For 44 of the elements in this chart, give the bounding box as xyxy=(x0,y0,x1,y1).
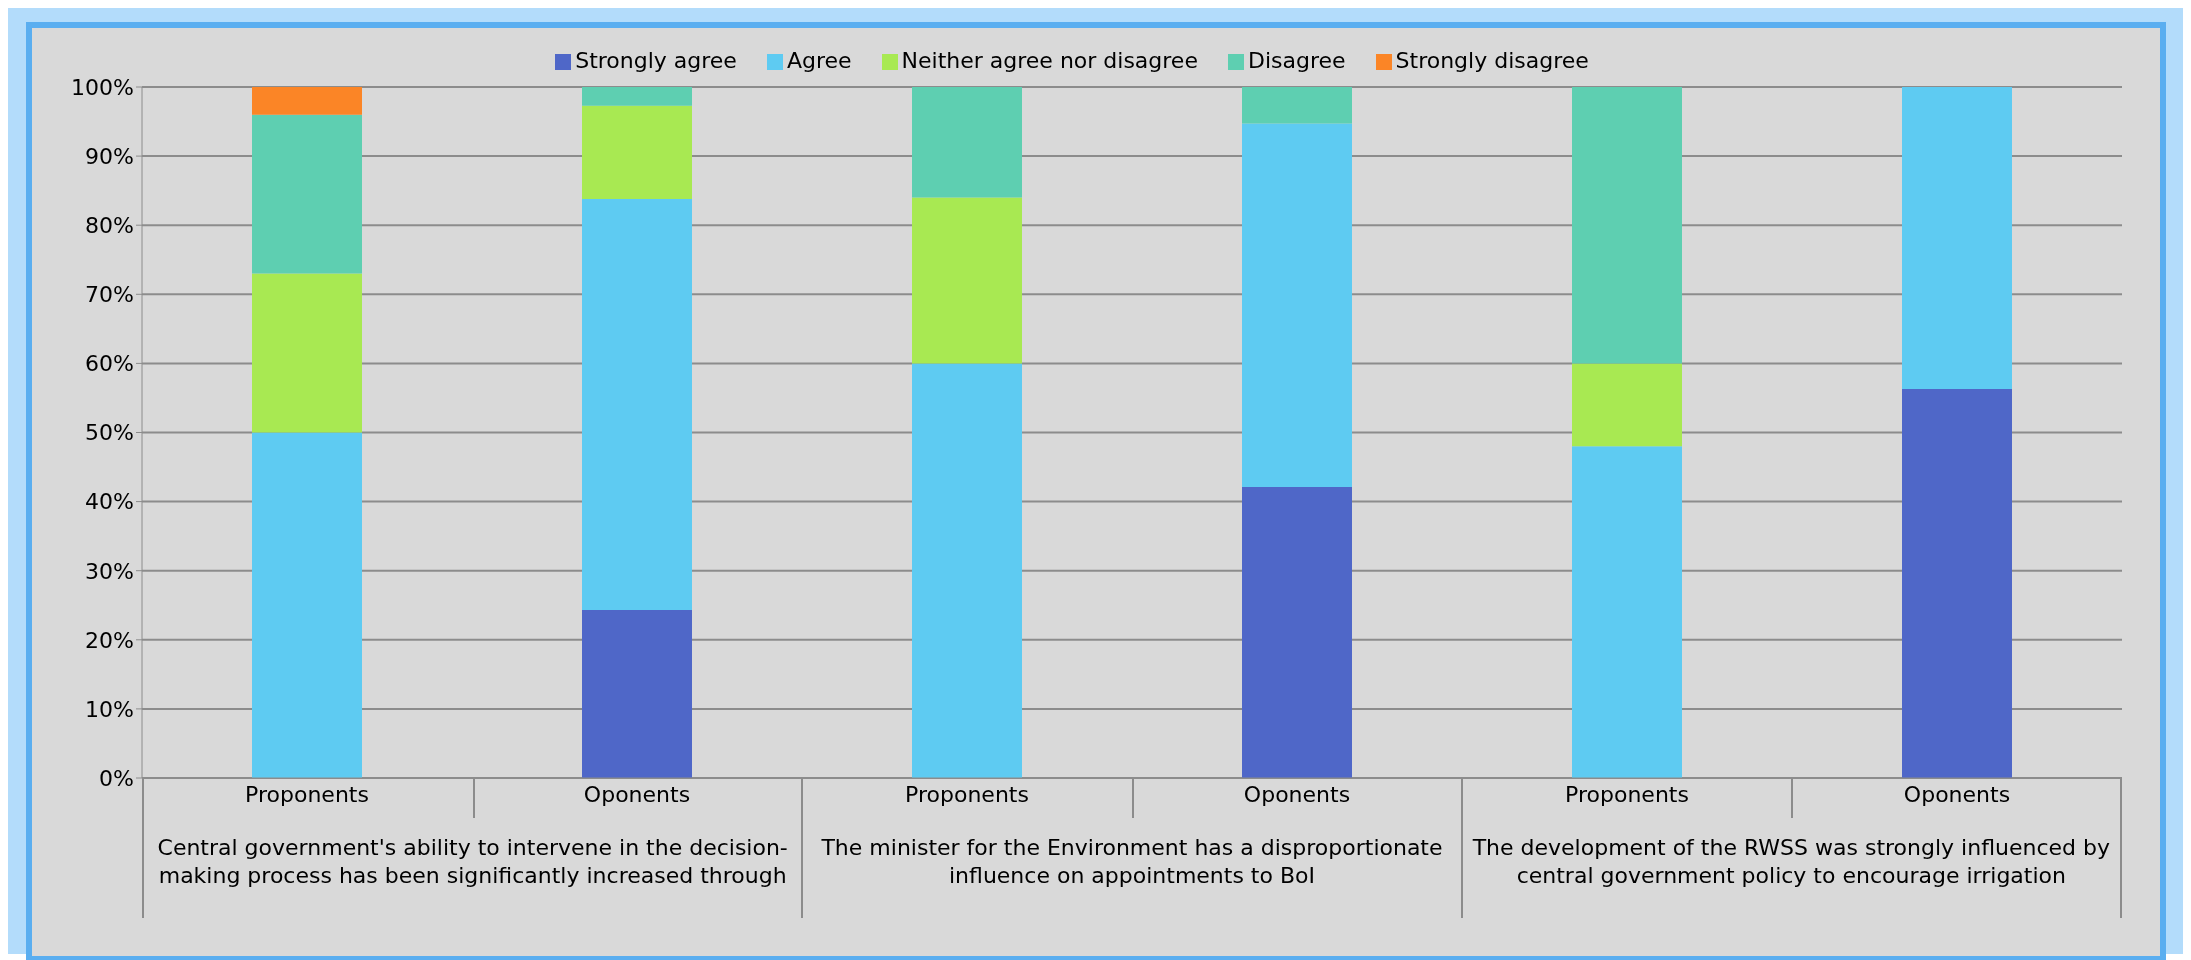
legend-label: Strongly disagree xyxy=(1395,48,1589,73)
y-tick-label: 70% xyxy=(85,282,134,308)
bar xyxy=(1572,446,1682,778)
bar xyxy=(582,87,692,106)
bar xyxy=(582,105,692,199)
bar xyxy=(1242,87,1352,124)
y-tick-label: 10% xyxy=(85,696,134,722)
y-tick-label: 50% xyxy=(85,420,134,446)
x-tick-label: Oponents xyxy=(583,781,691,807)
y-tick-label: 80% xyxy=(85,213,134,239)
bar xyxy=(1242,487,1352,778)
y-tick-label: 100% xyxy=(71,74,134,100)
bar xyxy=(252,273,362,433)
bar xyxy=(1902,87,2012,389)
y-tick-label: 20% xyxy=(85,627,134,653)
text: The minister for the Environment has a disproportionate influence on appointments to BoI xyxy=(820,834,1444,889)
y-tick-label: 30% xyxy=(85,558,134,584)
y-tick-label: 60% xyxy=(85,351,134,377)
y-tick-label: 0% xyxy=(99,765,134,791)
x-tick-label: Proponents xyxy=(905,781,1029,807)
legend-label: Agree xyxy=(786,48,852,73)
bar xyxy=(252,432,362,778)
legend-label: Strongly agree xyxy=(575,48,737,73)
bar xyxy=(912,87,1022,198)
bar xyxy=(912,197,1022,364)
text: The development of the RWSS was strongly influenced by central government policy to encourage irrigation xyxy=(1471,834,2111,889)
x-tick-label: Proponents xyxy=(1565,781,1689,807)
bar xyxy=(582,610,692,778)
legend-label: Disagree xyxy=(1247,48,1346,73)
bar xyxy=(582,198,692,611)
bar xyxy=(252,87,362,115)
x-tick-label: Proponents xyxy=(245,781,369,807)
text: Central government's ability to intervene in the decision-making process has been significantly increased through xyxy=(156,834,789,889)
bar xyxy=(1902,388,2012,778)
bar xyxy=(252,114,362,274)
y-tick-label: 90% xyxy=(85,143,134,169)
y-tick-label: 40% xyxy=(85,489,134,515)
bar xyxy=(1242,123,1352,488)
legend-label: Neither agree nor disagree xyxy=(901,48,1198,73)
bar xyxy=(1572,363,1682,447)
x-tick-label: Oponents xyxy=(1243,781,1351,807)
x-tick-label: Oponents xyxy=(1903,781,2011,807)
bar xyxy=(1572,87,1682,364)
bar xyxy=(912,363,1022,778)
